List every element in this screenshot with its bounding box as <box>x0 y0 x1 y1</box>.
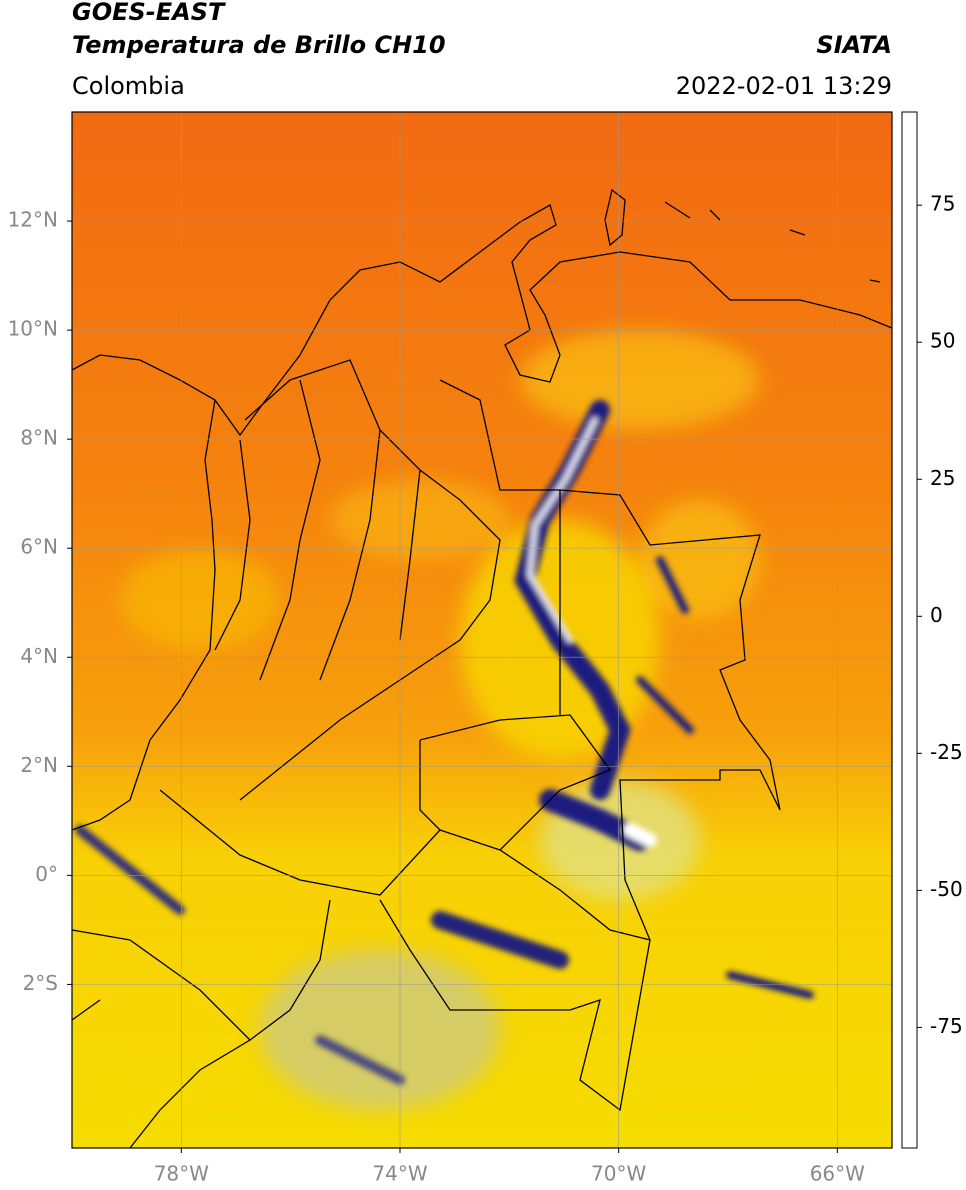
borders <box>72 188 892 1148</box>
lat-tick-label: 8°N <box>20 426 58 450</box>
colorbar-scale <box>901 111 918 1149</box>
region: Colombia <box>72 72 185 100</box>
colorbar-tick-label: -25 <box>930 740 963 764</box>
colorbar-tick-label: 75 <box>930 192 955 216</box>
source: SIATA <box>816 31 892 59</box>
colorbar: 75 50 25 0 -25 -50 -75 <box>901 111 963 1149</box>
graticule: 78°W 74°W 70°W 66°W 12°N 10°N 8°N 6°N 4°N 2°N 0° 2°… <box>8 112 892 1186</box>
datetime: 2022-02-01 13:29 <box>676 72 892 100</box>
lat-tick-label: 6°N <box>20 535 58 559</box>
map-frame <box>71 111 893 1149</box>
lon-tick-label: 74°W <box>372 1162 427 1186</box>
lat-tick-label: 0° <box>35 862 58 886</box>
lat-tick-label: 2°S <box>23 971 58 995</box>
lon-tick-label: 78°W <box>154 1162 209 1186</box>
colorbar-tick-label: -50 <box>930 877 963 901</box>
colorbar-tick-label: 25 <box>930 466 955 490</box>
subtitle: Temperatura de Brillo CH10 <box>72 31 446 59</box>
colorbar-tick-label: -75 <box>930 1014 963 1038</box>
satellite-image <box>72 112 892 1148</box>
lon-tick-label: 66°W <box>810 1162 865 1186</box>
lat-tick-label: 12°N <box>8 208 58 232</box>
colorbar-tick-label: 0 <box>930 603 943 627</box>
lon-tick-label: 70°W <box>591 1162 646 1186</box>
lat-tick-label: 10°N <box>8 317 58 341</box>
convective-clouds <box>75 400 814 1085</box>
colorbar-tick-label: 50 <box>930 329 955 353</box>
title: GOES-EAST <box>72 0 226 26</box>
lat-tick-label: 4°N <box>20 644 58 668</box>
lat-tick-label: 2°N <box>20 753 58 777</box>
